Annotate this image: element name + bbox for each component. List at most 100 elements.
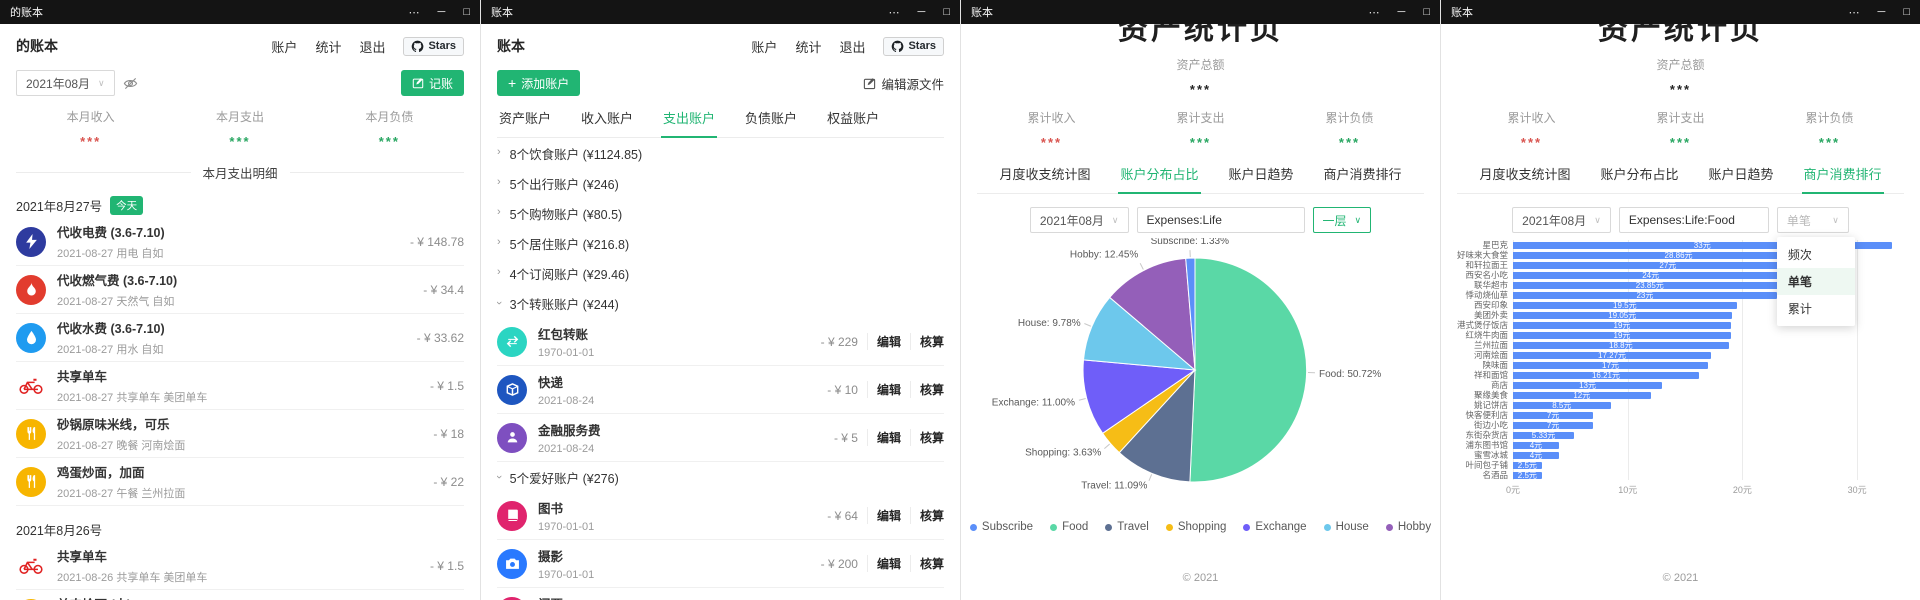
window-maximize-icon[interactable]: □: [463, 6, 470, 18]
bar-14[interactable]: 13元: [1513, 381, 1663, 389]
edit-link[interactable]: 编辑: [866, 429, 910, 446]
bar-5[interactable]: 23元: [1513, 291, 1777, 299]
github-stars-button[interactable]: Stars: [403, 36, 464, 56]
window-minimize-icon[interactable]: ─: [1877, 6, 1886, 18]
tab-stats-3[interactable]: 商户消费排行: [1323, 167, 1402, 182]
pie-slice-hobby[interactable]: [1108, 257, 1196, 372]
transaction-row[interactable]: 摄影 1970-01-01 - ¥ 200 编辑 核算: [497, 540, 944, 588]
bar-18[interactable]: 7元: [1513, 421, 1594, 429]
account-group-header[interactable]: › 5个购物账户 (¥80.5): [497, 198, 944, 228]
nav-accounts-link[interactable]: 账户: [751, 39, 778, 55]
window-minimize-icon[interactable]: ─: [437, 6, 446, 18]
nav-accounts-link[interactable]: 账户: [271, 39, 298, 55]
month-select[interactable]: 2021年08月 ∨: [1512, 207, 1611, 233]
nav-logout-link[interactable]: 退出: [359, 39, 386, 55]
window-menu-icon[interactable]: ⋯: [1368, 6, 1380, 19]
transaction-row[interactable]: 共享单车 2021-08-26 共享单车 美团单车 - ¥ 1.5: [16, 542, 464, 590]
bar-21[interactable]: 4元: [1513, 451, 1559, 459]
bar-4[interactable]: 23.85元: [1513, 281, 1787, 289]
tab-stats-1[interactable]: 账户分布占比: [1600, 167, 1679, 182]
window-menu-icon[interactable]: ⋯: [888, 6, 900, 19]
legend-item-hobby[interactable]: Hobby: [1385, 521, 1431, 533]
account-group-header[interactable]: › 5个居住账户 (¥216.8): [497, 228, 944, 258]
bar-7[interactable]: 19.05元: [1513, 311, 1732, 319]
transaction-row[interactable]: 砂锅原味米线，可乐 2021-08-27 晚餐 河南烩面 - ¥ 18: [16, 410, 464, 458]
bar-2[interactable]: 27元: [1513, 261, 1823, 269]
bar-11[interactable]: 17.27元: [1513, 351, 1712, 359]
transaction-row[interactable]: 鸡蛋炒面，加面 2021-08-27 午餐 兰州拉面 - ¥ 22: [16, 458, 464, 506]
bar-0[interactable]: 33元: [1513, 241, 1892, 249]
legend-item-house[interactable]: House: [1323, 521, 1369, 533]
bar-9[interactable]: 19元: [1513, 331, 1731, 339]
transaction-row[interactable]: 门票1970-01-01编辑核算: [497, 588, 944, 600]
bar-16[interactable]: 8.5元: [1513, 401, 1611, 409]
tab-account-0[interactable]: 资产账户: [499, 111, 552, 126]
transaction-row[interactable]: 羊肉烩面 (大)2021-08-26 晚餐 河南烩面- ¥ 16: [16, 590, 464, 600]
account-group-header[interactable]: › 5个出行账户 (¥246): [497, 168, 944, 198]
edit-source-button[interactable]: 编辑源文件: [863, 74, 944, 93]
audit-link[interactable]: 核算: [909, 555, 944, 572]
bar-23[interactable]: 2.5元: [1513, 471, 1542, 479]
transaction-row[interactable]: 红包转账 1970-01-01 - ¥ 229 编辑 核算: [497, 318, 944, 366]
legend-item-shopping[interactable]: Shopping: [1165, 521, 1226, 533]
bar-3[interactable]: 24元: [1513, 271, 1789, 279]
transaction-row[interactable]: 图书 1970-01-01 - ¥ 64 编辑 核算: [497, 492, 944, 540]
window-maximize-icon[interactable]: □: [1423, 6, 1430, 18]
account-group-header[interactable]: › 4个订阅账户 (¥29.46): [497, 258, 944, 288]
edit-link[interactable]: 编辑: [866, 555, 910, 572]
legend-item-subscribe[interactable]: Subscribe: [969, 521, 1033, 533]
bar-12[interactable]: 17元: [1513, 361, 1708, 369]
audit-link[interactable]: 核算: [909, 333, 944, 350]
dropdown-option-1[interactable]: 单笔: [1776, 268, 1855, 295]
bar-13[interactable]: 16.21元: [1513, 371, 1699, 379]
account-group-header[interactable]: › 8个饮食账户 (¥1124.85): [497, 138, 944, 168]
bar-1[interactable]: 28.86元: [1513, 251, 1845, 259]
transaction-row[interactable]: 快递 2021-08-24 - ¥ 10 编辑 核算: [497, 366, 944, 414]
pie-slice-travel[interactable]: [1118, 368, 1196, 483]
bar-19[interactable]: 5.33元: [1513, 431, 1575, 439]
month-select[interactable]: 2021年08月 ∨: [16, 70, 115, 96]
legend-item-exchange[interactable]: Exchange: [1243, 521, 1307, 533]
transaction-row[interactable]: 代收燃气费 (3.6-7.10) 2021-08-27 天然气 自如 - ¥ 34.…: [16, 266, 464, 314]
tab-account-4[interactable]: 权益账户: [827, 111, 880, 126]
level-select[interactable]: 一层 ∨: [1312, 207, 1372, 233]
bar-8[interactable]: 19元: [1513, 321, 1731, 329]
audit-link[interactable]: 核算: [909, 507, 944, 524]
nav-logout-link[interactable]: 退出: [839, 39, 866, 55]
account-group-header[interactable]: › 5个爱好账户 (¥276): [493, 462, 944, 492]
tab-account-1[interactable]: 收入账户: [581, 111, 634, 126]
tab-stats-0[interactable]: 月度收支统计图: [999, 167, 1091, 182]
transaction-row[interactable]: 代收电费 (3.6-7.10) 2021-08-27 用电 自如 - ¥ 148.7…: [16, 218, 464, 266]
tab-stats-3[interactable]: 商户消费排行: [1801, 164, 1884, 194]
bar-6[interactable]: 19.5元: [1513, 301, 1737, 309]
bar-10[interactable]: 18.8元: [1513, 341, 1729, 349]
add-account-button[interactable]: + 添加账户: [497, 70, 581, 96]
pie-slice-subscribe[interactable]: [1185, 257, 1196, 371]
tab-stats-2[interactable]: 账户日趋势: [1708, 167, 1774, 182]
tab-stats-1[interactable]: 账户分布占比: [1118, 164, 1201, 194]
month-select[interactable]: 2021年08月 ∨: [1029, 207, 1129, 233]
transaction-row[interactable]: 共享单车 2021-08-27 共享单车 美团单车 - ¥ 1.5: [16, 362, 464, 410]
tab-stats-2[interactable]: 账户日趋势: [1228, 167, 1294, 182]
pie-slice-food[interactable]: [1189, 257, 1308, 483]
account-filter-input[interactable]: Expenses:Life: [1136, 207, 1305, 233]
window-menu-icon[interactable]: ⋯: [408, 6, 420, 19]
window-minimize-icon[interactable]: ─: [1397, 6, 1406, 18]
edit-link[interactable]: 编辑: [866, 333, 910, 350]
window-menu-icon[interactable]: ⋯: [1848, 6, 1860, 19]
window-maximize-icon[interactable]: □: [1903, 6, 1910, 18]
github-stars-button[interactable]: Stars: [883, 36, 944, 56]
bar-15[interactable]: 12元: [1513, 391, 1651, 399]
tab-account-2[interactable]: 支出账户: [661, 108, 718, 138]
dropdown-option-0[interactable]: 频次: [1787, 248, 1812, 262]
tab-account-3[interactable]: 负债账户: [745, 111, 798, 126]
account-filter-input[interactable]: Expenses:Life:Food: [1618, 207, 1769, 233]
tab-stats-0[interactable]: 月度收支统计图: [1479, 167, 1571, 182]
pie-slice-exchange[interactable]: [1082, 359, 1197, 434]
legend-item-travel[interactable]: Travel: [1105, 521, 1149, 533]
window-minimize-icon[interactable]: ─: [917, 6, 926, 18]
edit-link[interactable]: 编辑: [866, 507, 910, 524]
bar-22[interactable]: 2.5元: [1513, 461, 1542, 469]
mode-select[interactable]: 单笔 ∨: [1776, 207, 1849, 233]
record-transaction-button[interactable]: 记账: [400, 70, 464, 96]
